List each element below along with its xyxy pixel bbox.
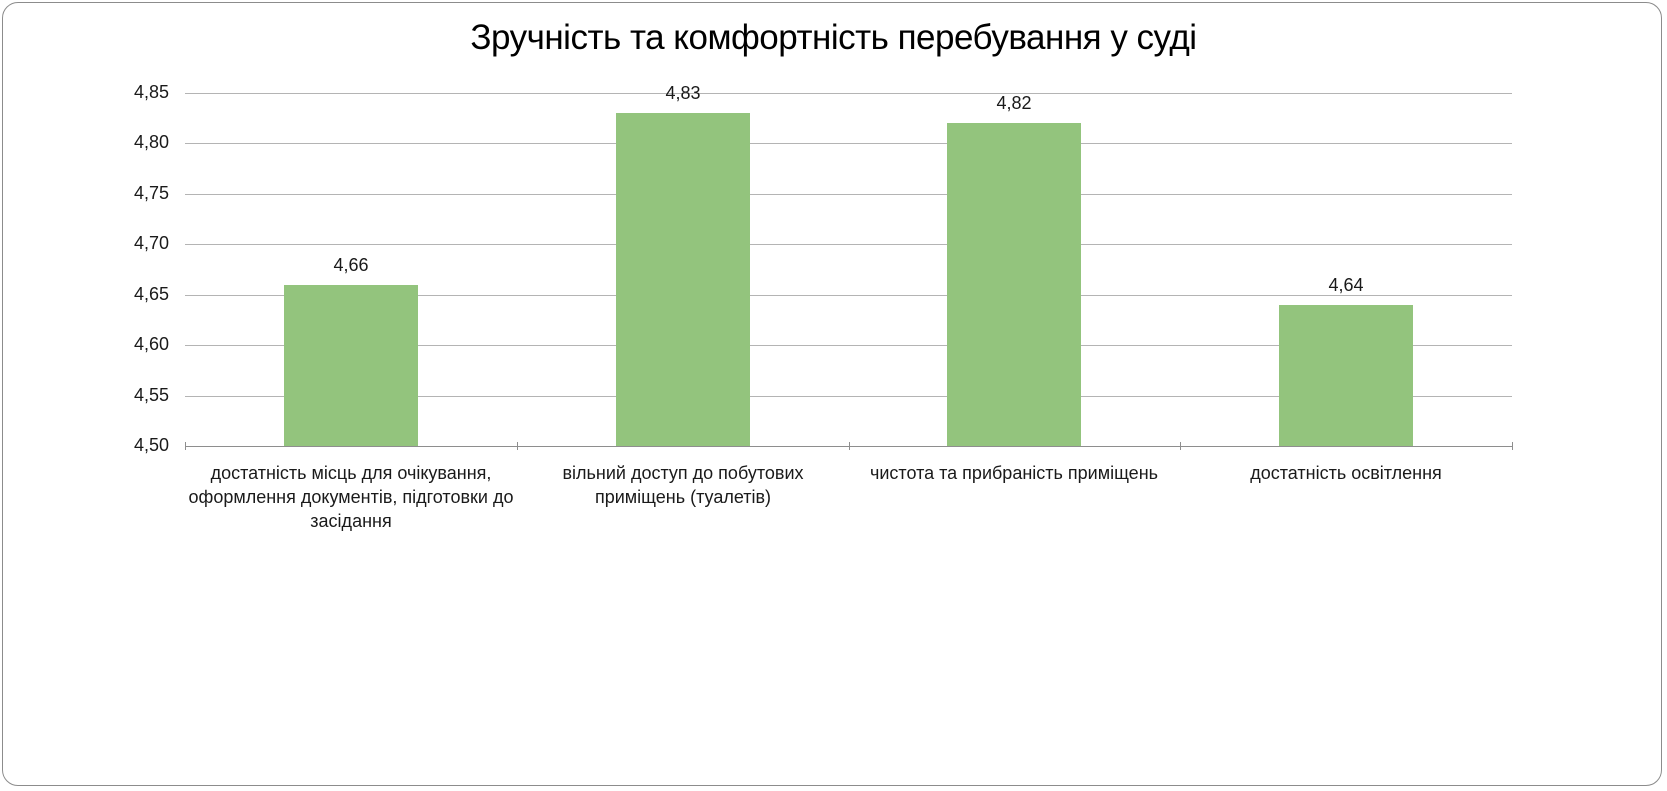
bar [616,113,750,446]
x-category-label-line: достатність освітлення [1250,463,1442,483]
y-tick-label: 4,50 [133,435,169,455]
y-tick-label: 4,70 [133,233,169,253]
x-axis-tick [849,442,850,450]
y-tick-label: 4,55 [133,385,169,405]
x-axis [185,446,1512,447]
x-category-label-line: достатність місць для очікування, [210,463,492,483]
x-category-label-line: вільний доступ до побутових [562,463,804,483]
data-label: 4,83 [665,83,701,103]
gridline [185,345,1512,346]
x-category-label-line: засідання [310,511,392,531]
bar [1279,305,1413,446]
bar [947,123,1081,446]
x-axis-tick [1512,442,1513,450]
y-tick-label: 4,80 [133,132,169,152]
gridline [185,295,1512,296]
x-axis-tick [185,442,186,450]
x-axis-tick [1180,442,1181,450]
gridline [185,194,1512,195]
x-category-label: достатність місць для очікування, оформле… [181,461,521,533]
x-category-label-line: чистота та прибраність приміщень [869,463,1159,483]
data-label: 4,64 [1328,275,1364,295]
data-label: 4,66 [333,255,369,275]
x-category-label: вільний доступ до побутових приміщень (ту… [513,461,853,509]
gridline [185,93,1512,94]
x-category-label: чистота та прибраність приміщень [844,461,1184,485]
y-tick-label: 4,75 [133,183,169,203]
y-tick-label: 4,60 [133,334,169,354]
gridline [185,396,1512,397]
chart-title: Зручність та комфортність перебування у … [470,18,1197,57]
y-tick-label: 4,85 [133,82,169,102]
x-axis-tick [517,442,518,450]
x-category-label-line: приміщень (туалетів) [594,487,772,507]
bar [284,285,418,446]
x-category-label-line: оформлення документів, підготовки до [188,487,514,507]
x-category-label: достатність освітлення [1176,461,1516,485]
gridline [185,143,1512,144]
data-label: 4,82 [996,93,1032,113]
gridline [185,244,1512,245]
y-tick-label: 4,65 [133,284,169,304]
